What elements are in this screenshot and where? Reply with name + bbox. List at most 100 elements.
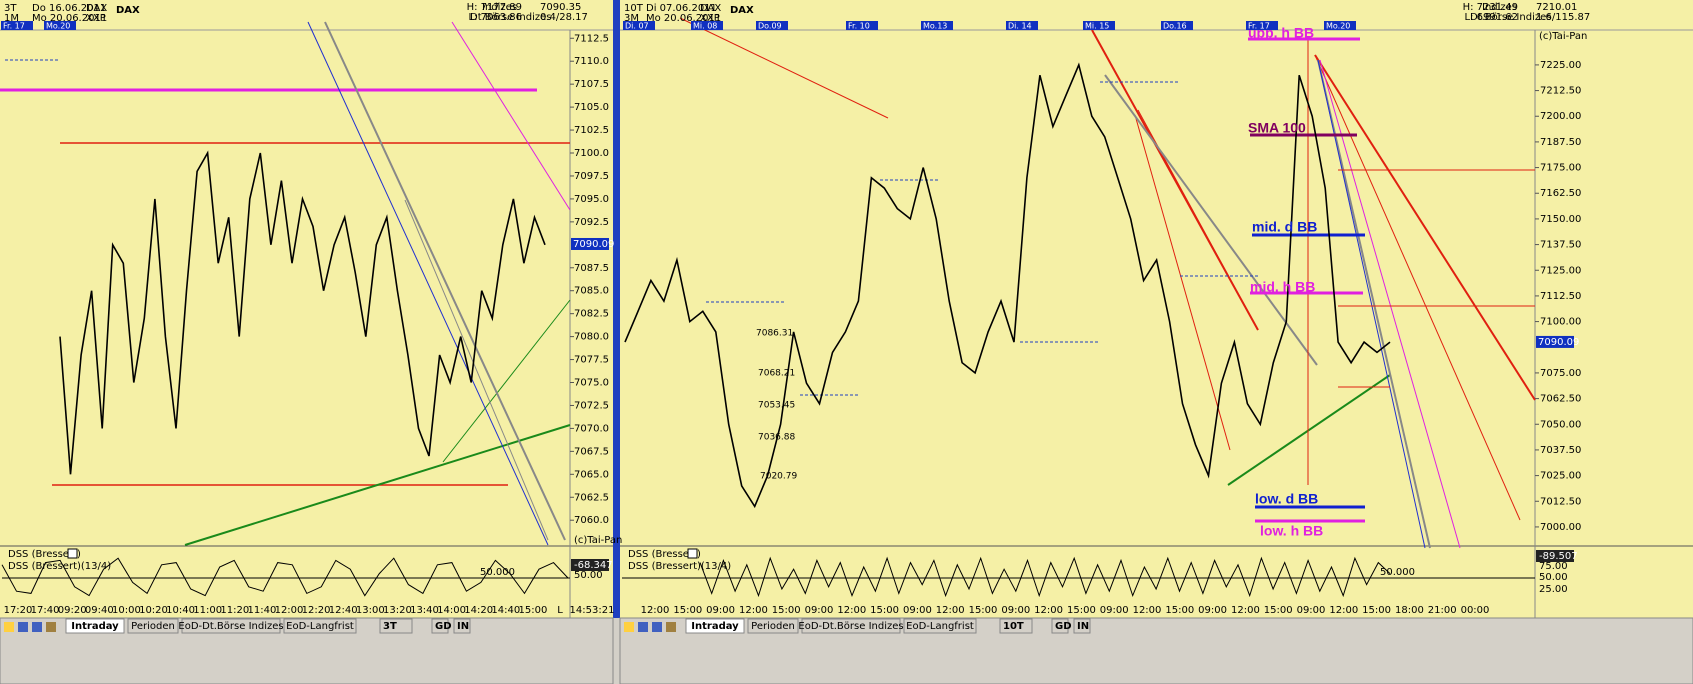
symbol: DAX: [86, 3, 107, 14]
toolbar-button[interactable]: [453, 618, 471, 634]
annotation: SMA 100: [1248, 120, 1306, 136]
toolbar-label[interactable]: 10T: [1003, 621, 1024, 632]
y-tick-label: 7175.00: [1540, 163, 1581, 174]
day-label-bg: [691, 21, 723, 30]
price-label: 7086.31: [756, 329, 793, 339]
y-tick-label: 7100.00: [1540, 317, 1581, 328]
x-tick-label: 15:00: [969, 605, 998, 616]
x-tick-label: 15:00: [1264, 605, 1293, 616]
tab-label[interactable]: Intraday: [691, 621, 739, 632]
x-tick-label: 10:20: [139, 605, 168, 616]
x-tick-label: 12:00: [837, 605, 866, 616]
tab-label[interactable]: Perioden: [751, 621, 795, 632]
date-to: Mo 20.06.2011: [646, 13, 721, 24]
y-tick-label: 7162.50: [1540, 188, 1581, 199]
x-tick-label: 12:00: [1231, 605, 1260, 616]
osc-level-label: 50.000: [480, 567, 515, 578]
day-label-bg: [921, 21, 953, 30]
x-tick-label: 09:00: [1198, 605, 1227, 616]
x-tick-label: 00:00: [1461, 605, 1490, 616]
toolbar-button[interactable]: [379, 618, 413, 634]
x-tick-label: 09:00: [903, 605, 932, 616]
low: L: 6991.62: [1465, 12, 1518, 23]
trendline: [679, 17, 889, 119]
y-tick-label: 7072.5: [574, 400, 609, 411]
osc-subtitle: DSS (Bressert)(13/4): [628, 561, 731, 572]
y-tick-label: 7000.00: [1540, 522, 1581, 533]
day-label: Fr. 10: [848, 22, 870, 31]
toolbar-label[interactable]: IN: [1077, 621, 1089, 632]
toolbar-label[interactable]: IN: [457, 621, 469, 632]
y-tick-label: 7200.00: [1540, 111, 1581, 122]
y-tick-label: 7150.00: [1540, 214, 1581, 225]
tab[interactable]: [903, 618, 977, 634]
tab-label[interactable]: Perioden: [131, 621, 175, 632]
trendline: [404, 199, 549, 541]
y-tick-label: 7070.0: [574, 423, 609, 434]
x-tick-label: 15:00: [1067, 605, 1096, 616]
tab[interactable]: [181, 618, 281, 634]
day-label-bg: [1161, 21, 1193, 30]
y-tick-label: 7075.00: [1540, 368, 1581, 379]
tab[interactable]: [747, 618, 799, 634]
osc-button: [67, 548, 78, 559]
x-tick-label: 12:00: [936, 605, 965, 616]
right-tabbar: [619, 617, 1693, 684]
y-tick-label: 7067.5: [574, 446, 609, 457]
y-tick-label: 7062.50: [1540, 394, 1581, 405]
date-to: Mo 20.06.2011: [32, 13, 107, 24]
x-tick-label: 09:00: [1297, 605, 1326, 616]
low: L: 7063.86: [469, 12, 522, 23]
period: 10T: [624, 3, 644, 14]
tab[interactable]: [801, 618, 901, 634]
x-tick-label: 15:00: [870, 605, 899, 616]
x-tick-label: 13:40: [410, 605, 439, 616]
y-tick-label: 7125.00: [1540, 265, 1581, 276]
date-from: Di 07.06.2011: [646, 3, 717, 14]
right-panel-bg: [620, 0, 1693, 618]
chart-name: DAX: [116, 5, 140, 16]
toolbar-button[interactable]: [1073, 618, 1091, 634]
tab[interactable]: [283, 618, 357, 634]
x-tick-label: 17:40: [31, 605, 60, 616]
tab-label[interactable]: EoD-Dt.Börse Indizes: [178, 621, 283, 632]
x-tick-label: 12:00: [1329, 605, 1358, 616]
toolbar-button[interactable]: [431, 618, 449, 634]
tab[interactable]: [127, 618, 179, 634]
x-tick-label: 10:00: [112, 605, 141, 616]
tab-label[interactable]: Intraday: [71, 621, 119, 632]
change: 1.6/115.87: [1536, 12, 1590, 23]
day-label-bg: [1246, 21, 1278, 30]
current-price: 7090.09: [573, 239, 614, 250]
trendline: [1227, 374, 1391, 486]
trendline: [184, 424, 571, 546]
y-tick-label: 7187.50: [1540, 137, 1581, 148]
resolution: 1M: [4, 13, 19, 24]
day-label: Mo.13: [923, 22, 947, 31]
osc-subtitle: DSS (Bressert)(13/4): [8, 561, 111, 572]
x-tick-label: 12:00: [1133, 605, 1162, 616]
x-tick-label: 11:20: [220, 605, 249, 616]
toolbar-label[interactable]: GD: [435, 621, 452, 632]
tab-label[interactable]: EoD-Langfrist: [906, 621, 974, 632]
tab[interactable]: [685, 618, 745, 634]
toolbar-button[interactable]: [999, 618, 1033, 634]
toolbar-button[interactable]: [1051, 618, 1069, 634]
day-label-bg: [44, 21, 76, 30]
day-label: Do.16: [1163, 22, 1187, 31]
x-tick-label: 12:00: [1034, 605, 1063, 616]
toolbar-label[interactable]: GD: [1055, 621, 1072, 632]
x-tick-label: 17:20: [4, 605, 33, 616]
price-label: 7053.45: [758, 401, 795, 411]
annotation: mid. h BB: [1250, 279, 1315, 295]
osc-axis-label: 25.00: [1539, 584, 1568, 595]
x-tick-label: 15:00: [1362, 605, 1391, 616]
tab-label[interactable]: EoD-Dt.Börse Indizes: [798, 621, 903, 632]
x-tick-label: 13:20: [383, 605, 412, 616]
tab-label[interactable]: EoD-Langfrist: [286, 621, 354, 632]
osc-axis-label: -89.507: [1539, 551, 1578, 562]
day-label: Mo.20: [46, 22, 70, 31]
x-tick-label: 09:00: [1001, 605, 1030, 616]
toolbar-label[interactable]: 3T: [383, 621, 397, 632]
tab[interactable]: [65, 618, 125, 634]
